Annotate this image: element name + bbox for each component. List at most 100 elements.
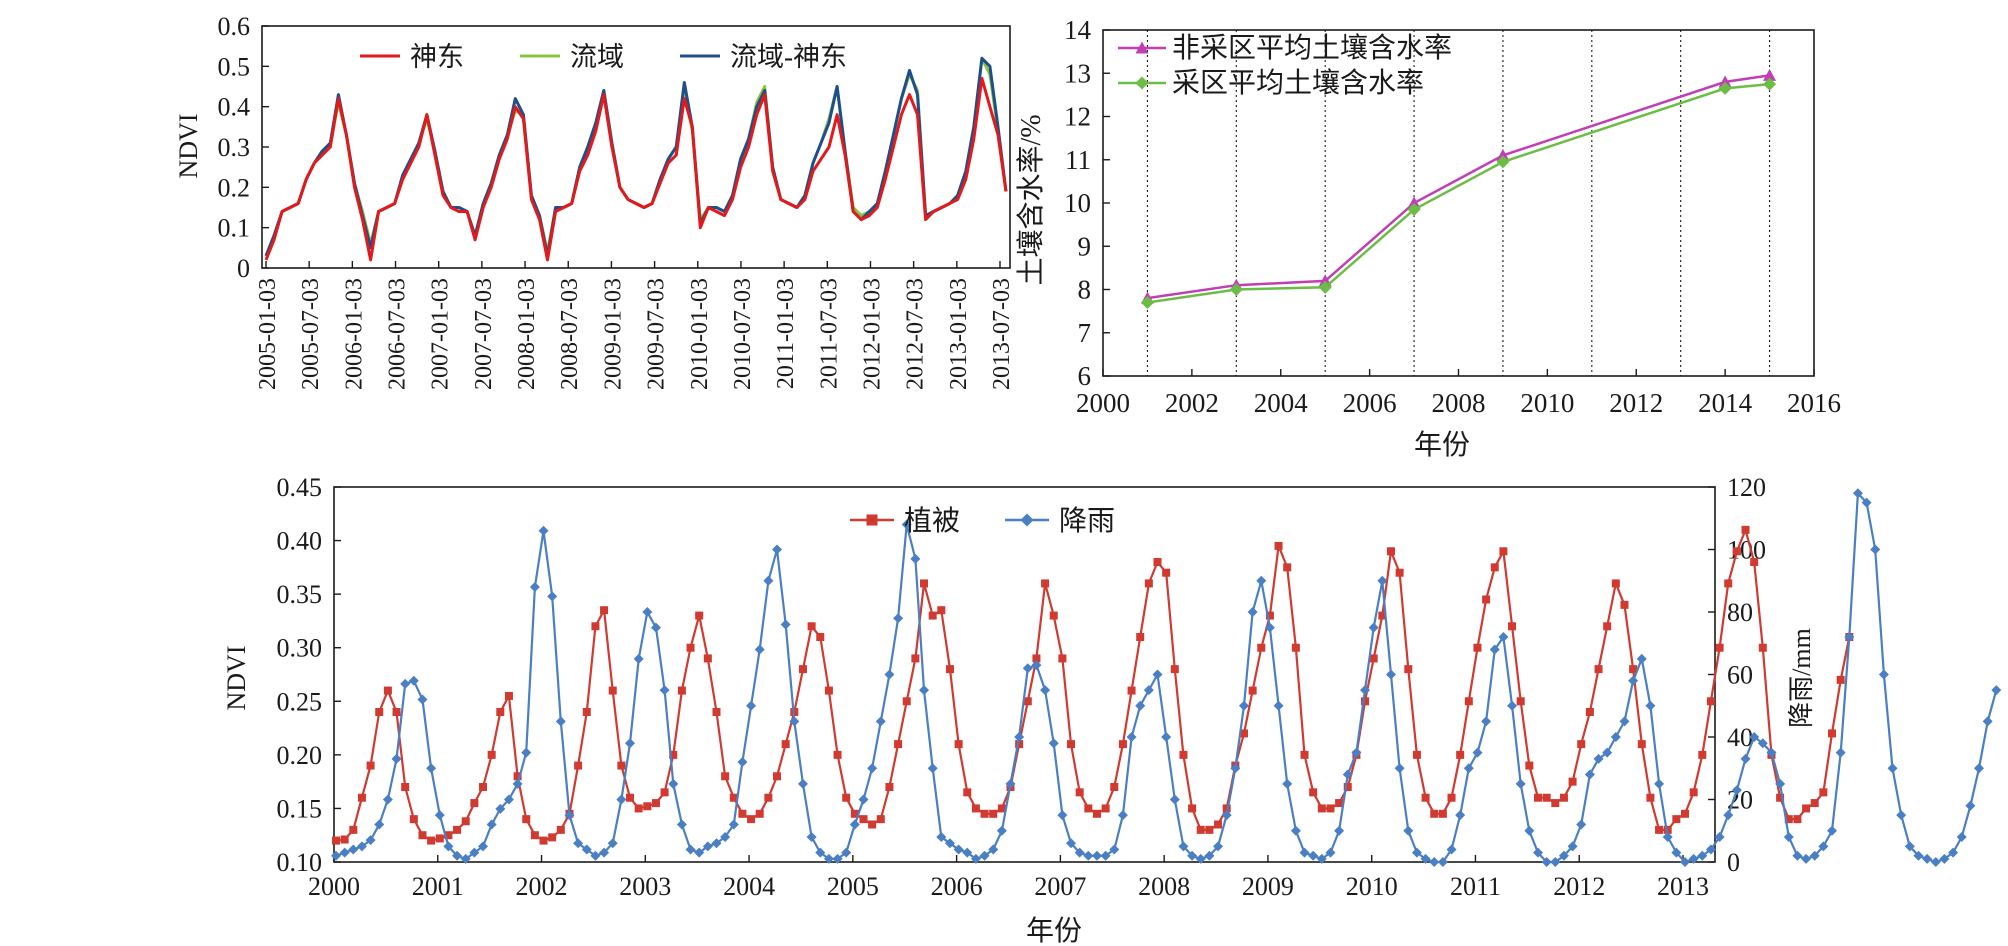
panelC-point [1922,853,1933,864]
panelC-point [460,853,471,864]
panelA-x-tick-label: 2012-01-03 [859,278,885,390]
panelC-point [1291,643,1300,652]
panelC-point [971,804,980,813]
panelC-point [1887,763,1898,774]
panelA-series-lines [264,56,1008,262]
panelC-point [1265,611,1274,620]
panelC-point [1248,686,1257,695]
panelC-point [487,750,496,759]
panelC-point [1490,563,1499,572]
panelC-point [581,844,592,855]
panelC-point [953,844,964,855]
panelA-y-tick-label: 0.4 [218,93,251,122]
panelC-point [720,832,731,842]
panelC-point [1516,697,1525,706]
panelC-point [1749,732,1760,742]
panelC-point [1179,750,1188,759]
panelC-point [409,815,418,824]
panelA-x-tick-label: 2013-01-03 [946,278,972,390]
panelC-point [1463,763,1474,774]
panelC-point [910,553,921,564]
panelC-point [1636,653,1647,664]
panelC-point [1835,747,1846,758]
panelC-point [1049,611,1058,620]
panelC-y-tick-label: 0.30 [277,634,323,663]
panelC-point [1325,847,1336,858]
panelC-point [1143,685,1154,696]
panelC-legend-label: 植被 [904,505,960,537]
panelC-point [1567,841,1578,852]
panelB-x-axis-label: 年份 [1414,429,1470,461]
panelC-point [702,841,713,852]
panelC-axes: 0.100.150.200.250.300.350.400.4502040608… [277,473,1767,901]
panelC-point [1706,697,1715,706]
panelB-point [1318,280,1332,294]
panelC-y-tick-label: 0.10 [277,848,323,877]
panelB-point [1229,283,1243,296]
panelC-point [1257,643,1266,652]
panelC-point [461,817,470,826]
panelC-point [1732,547,1741,556]
panelC-point [1109,844,1120,855]
panelA-y-tick-label: 0.1 [218,214,251,243]
panelC-point [1239,729,1248,738]
panelC-point [746,700,757,711]
panelC-y-tick-label: 0.15 [277,794,323,823]
panelC-point [911,654,920,663]
panelC-point [1040,685,1051,696]
panelC-point [954,740,963,749]
panelC-point [426,763,437,774]
panelA-legend-label: 流域 [570,42,624,72]
panelC-point [1525,761,1534,770]
panelB-point [1407,196,1421,209]
panelC-point [1948,847,1959,858]
panelC-point [1091,850,1102,861]
panelC-point [1750,558,1759,566]
panelC-point [1965,800,1976,811]
panelC-point [1213,841,1224,852]
panelC-point [1100,850,1111,861]
panelC-point [824,686,833,695]
panelC-point [1844,632,1855,642]
panelC-point [1861,497,1872,508]
panelC-point [626,793,635,802]
panelC-point [660,788,669,797]
panelC-point [617,761,626,770]
panelC-point [1196,825,1205,834]
panelC-point [548,833,557,842]
panelC-point [1819,788,1828,797]
panelC-point [1136,633,1145,641]
panelC-point [1619,716,1630,727]
panelC-point [1930,857,1941,867]
panelC-point [1584,769,1595,780]
panelC-point [686,643,695,652]
panelB-point [1763,68,1777,81]
panelC-point [1620,600,1629,609]
panelC-point [590,850,601,861]
panelA-axes: 0 0.1 0.2 0.3 0.4 0.5 0.6 2005-01-03 2005-07-03 2… [218,12,1016,390]
panelC-point [375,708,384,716]
panelC-point [1731,785,1742,796]
panelC-point [556,825,565,834]
panelB-x-tick-label: 2002 [1165,388,1219,418]
panelA-legend-label: 流域-神东 [730,42,847,72]
panelC-point [1101,804,1110,813]
panelC-point [453,825,462,834]
panelC-point [1515,778,1526,789]
panelC-point [1792,850,1803,861]
panelC-point [1187,850,1198,861]
panelC-point [564,810,575,821]
panelC-point [1611,579,1620,588]
panelC-point [452,850,463,861]
panelC-point [1489,644,1500,655]
panelB-x-tick-label: 2012 [1609,388,1663,418]
panelC-point [970,853,981,864]
panelC-point [1793,815,1802,824]
panelB-x-tick-label: 2014 [1698,388,1753,418]
panelC-point [936,832,947,842]
panelC-point [1809,850,1820,861]
panelC-point [1629,665,1638,674]
panelC-point [1896,810,1907,821]
panelA-y-tick-label: 0.3 [218,133,251,162]
panelC-point [1775,778,1786,789]
